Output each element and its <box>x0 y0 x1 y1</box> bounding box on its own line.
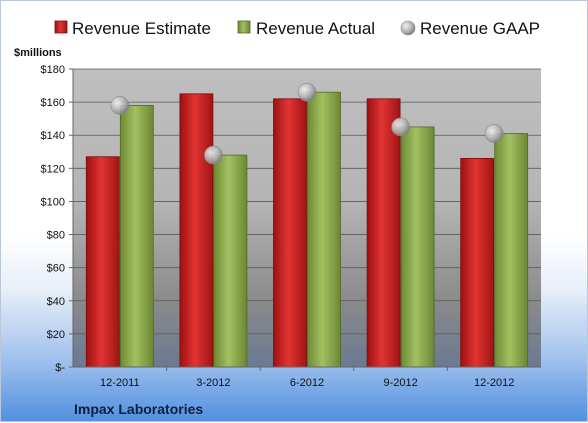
bar-estimate <box>273 98 307 368</box>
y-tick-label: $180 <box>41 64 65 76</box>
y-tick-label: $60 <box>47 263 65 275</box>
y-tick-label: $120 <box>41 163 65 175</box>
y-tick-label: $160 <box>41 97 65 109</box>
y-axis-unit-label: $millions <box>14 47 62 59</box>
bars <box>85 91 529 368</box>
y-tick-label: $20 <box>47 329 65 341</box>
gaap-marker <box>297 82 317 102</box>
legend-marker-gaap <box>400 20 416 36</box>
x-axis-ticks: 12-2011 3-2012 6-2012 9-2012 12-2012 <box>100 367 514 389</box>
legend: Revenue Estimate Revenue Actual Revenue … <box>54 19 540 38</box>
y-tick-label: $140 <box>41 130 65 142</box>
company-name: Impax Laboratories <box>74 401 203 417</box>
bar-estimate <box>460 157 495 368</box>
x-tick-label: 12-2011 <box>100 377 140 389</box>
bar-actual <box>119 105 154 368</box>
legend-item-actual: Revenue Actual <box>237 19 375 38</box>
bar-estimate <box>179 93 214 368</box>
bar-actual <box>400 126 435 368</box>
legend-swatch-actual <box>237 20 251 34</box>
x-tick-label: 3-2012 <box>196 377 230 389</box>
x-tick-label: 9-2012 <box>383 377 417 389</box>
bar-estimate <box>366 98 401 368</box>
bar-estimate <box>85 156 120 368</box>
legend-item-gaap: Revenue GAAP <box>400 19 540 38</box>
gaap-marker <box>391 117 410 137</box>
legend-swatch-estimate <box>54 20 68 34</box>
bar-actual <box>494 133 529 368</box>
y-tick-label: $80 <box>47 230 65 242</box>
x-tick-label: 12-2012 <box>474 377 514 389</box>
y-axis-ticks: $- $20 $40 $60 $80 $100 $120 $140 $160 $180 <box>41 64 73 374</box>
y-tick-label: $- <box>55 362 65 374</box>
legend-label-estimate: Revenue Estimate <box>72 19 211 38</box>
bar-actual <box>213 154 248 368</box>
bar-actual <box>307 91 341 368</box>
y-tick-label: $100 <box>41 196 65 208</box>
x-tick-label: 6-2012 <box>290 377 324 389</box>
gaap-marker <box>110 96 130 115</box>
legend-label-actual: Revenue Actual <box>256 19 375 38</box>
gaap-markers <box>110 82 504 165</box>
legend-item-estimate: Revenue Estimate <box>54 19 211 38</box>
legend-label-gaap: Revenue GAAP <box>420 19 540 38</box>
gaap-marker <box>484 124 504 143</box>
y-tick-label: $40 <box>47 296 65 308</box>
gaap-marker <box>204 145 223 165</box>
